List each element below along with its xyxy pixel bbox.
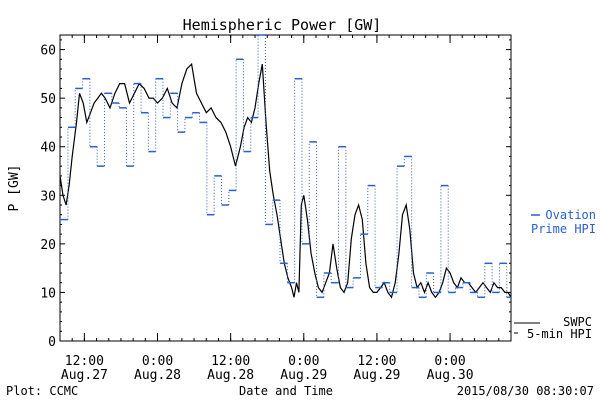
x-tick-label-time: 0:00 [142,354,173,369]
chart-title: Hemispheric Power [GW] [183,16,382,34]
y-tick-label: 0 [48,335,56,350]
plot-frame [59,34,512,342]
x-tick-label-date: Aug.29 [353,368,400,383]
legend-ovation-label-2: Prime HPI [531,222,596,236]
footer-source: Plot: CCMC [6,384,78,398]
x-tick-label-date: Aug.29 [280,368,327,383]
x-tick-label-time: 12:00 [357,354,396,369]
y-axis-label: P [GW] [7,165,22,212]
x-tick-label-time: 12:00 [211,354,250,369]
y-tick-label: 10 [40,286,56,301]
x-tick-label-time: 0:00 [434,354,465,369]
legend-swpc-label: SWPC [563,315,592,329]
x-tick-label-date: Aug.30 [427,368,474,383]
x-tick-label-time: 0:00 [288,354,319,369]
plot-area: 010203040506012:00Aug.270:00Aug.2812:00A… [40,34,512,383]
x-tick-label-date: Aug.28 [134,368,181,383]
x-tick-label-time: 12:00 [65,354,104,369]
legend-swpc-label-2: 5-min HPI [527,327,592,341]
y-tick-label: 40 [40,141,56,156]
footer-timestamp: 2015/08/30 08:30:07 [457,384,594,398]
series-ovation-prime [60,34,511,299]
y-tick-label: 20 [40,238,56,253]
y-tick-label: 50 [40,92,56,107]
legend-ovation-label: Ovation [545,208,596,222]
x-tick-label-date: Aug.28 [207,368,254,383]
x-tick-label-date: Aug.27 [61,368,108,383]
y-tick-label: 30 [40,189,56,204]
x-axis-label: Date and Time [239,384,333,398]
y-tick-label: 60 [40,44,56,59]
series-swpc-hpi [59,62,512,299]
